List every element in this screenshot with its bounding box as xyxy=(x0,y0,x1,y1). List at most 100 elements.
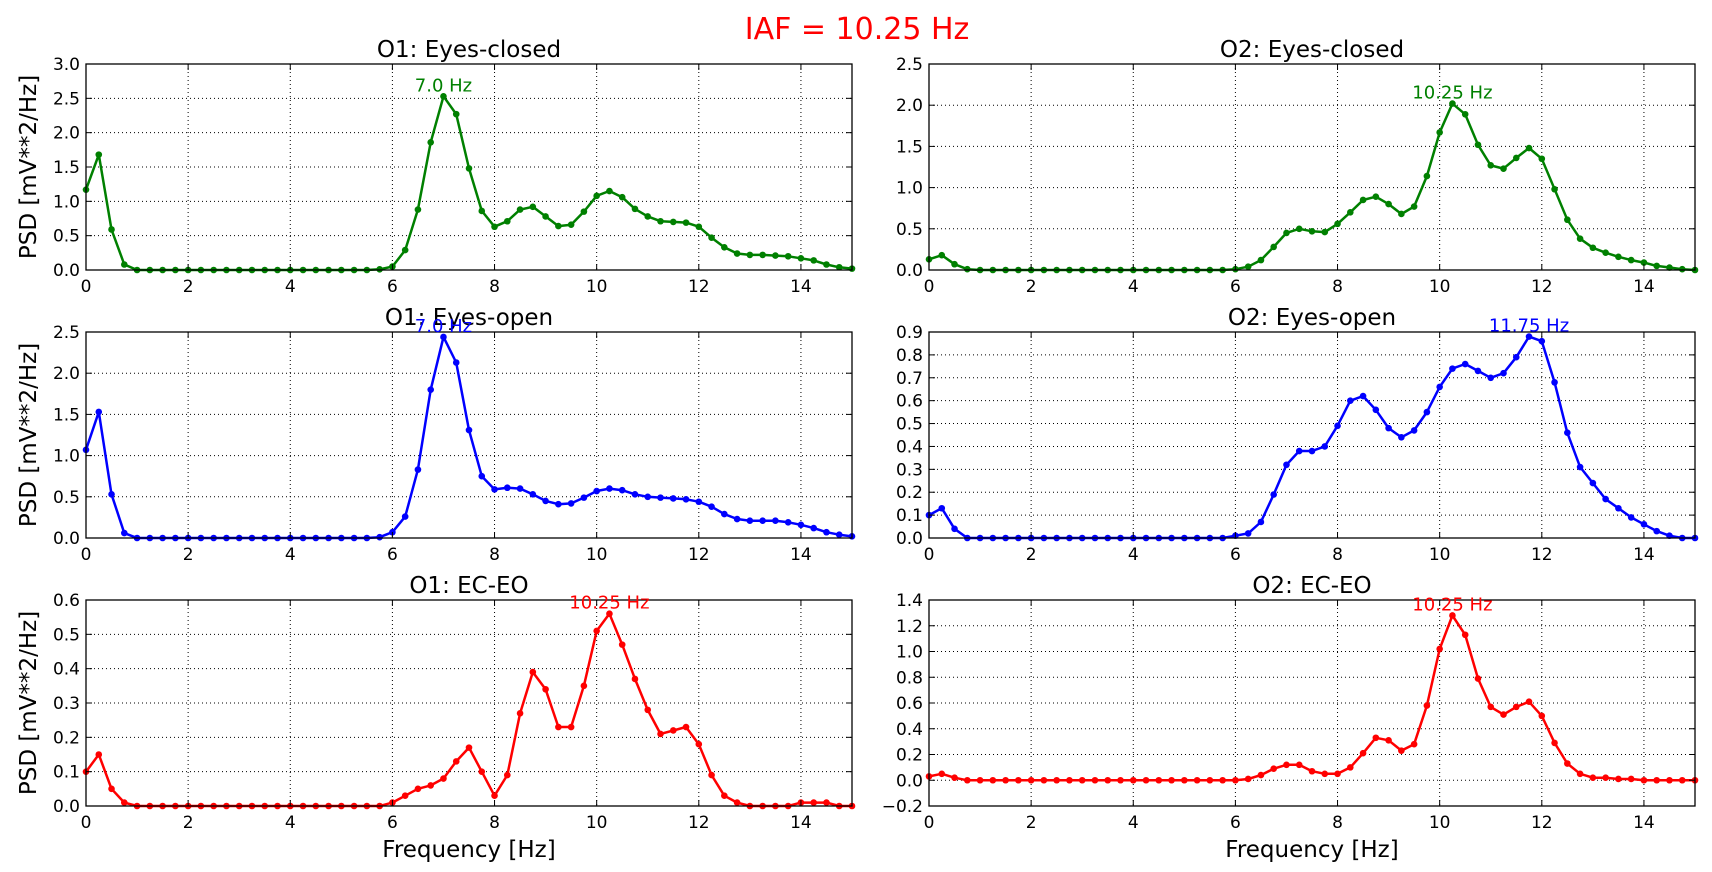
data-point xyxy=(1283,229,1290,237)
x-tick-label: 14 xyxy=(790,813,812,833)
data-point xyxy=(1666,776,1673,784)
data-point xyxy=(121,261,128,268)
x-tick-label: 10 xyxy=(586,545,608,565)
x-tick-label: 2 xyxy=(1026,277,1037,297)
data-point xyxy=(1551,739,1558,747)
data-point xyxy=(1564,429,1571,437)
data-point xyxy=(1525,333,1533,340)
chart-panel-1: 0 2 4 6 8 10 12 14 0.0 0.5 1.0 1.5 2.0 2.5 3.0 O1: Eyes… xyxy=(16,37,856,297)
data-point xyxy=(555,500,562,508)
data-point xyxy=(452,110,460,118)
data-point xyxy=(1091,776,1099,784)
data-point xyxy=(516,485,524,492)
y-tick-label: 0.5 xyxy=(53,488,80,508)
data-point xyxy=(1155,776,1163,784)
data-point xyxy=(1270,491,1277,498)
data-point xyxy=(1602,774,1609,781)
x-tick-label: 2 xyxy=(183,813,194,833)
y-tick-label: 0.3 xyxy=(896,460,923,480)
data-point xyxy=(1615,775,1622,783)
x-tick-label: 14 xyxy=(1633,545,1655,565)
data-point xyxy=(1627,514,1635,521)
y-tick-label: 0.4 xyxy=(896,720,923,740)
data-point xyxy=(657,730,664,738)
x-tick-label: 12 xyxy=(1531,813,1553,833)
data-point xyxy=(452,758,460,765)
data-point xyxy=(631,675,639,683)
data-point xyxy=(1359,749,1367,757)
data-point xyxy=(1257,771,1265,779)
data-point xyxy=(823,528,830,536)
data-point xyxy=(1078,776,1086,784)
data-point xyxy=(1359,196,1367,204)
y-tick-label: 0.6 xyxy=(896,392,923,412)
x-tick-label: 0 xyxy=(924,813,935,833)
data-point xyxy=(504,484,511,492)
data-point xyxy=(1168,776,1175,784)
data-point xyxy=(1500,711,1507,718)
data-point xyxy=(1270,765,1277,772)
y-tick-label: 0.4 xyxy=(53,660,80,680)
y-tick-label: 0.5 xyxy=(53,625,80,645)
axes-frame xyxy=(85,331,853,539)
data-point xyxy=(95,751,103,758)
data-point xyxy=(618,193,626,201)
data-point xyxy=(465,426,473,434)
y-tick-label: 0.0 xyxy=(896,529,923,549)
y-tick-label: 1.5 xyxy=(53,158,80,178)
x-tick-label: 4 xyxy=(285,277,296,297)
x-tick-label: 2 xyxy=(183,277,194,297)
y-tick-label: −0.2 xyxy=(882,797,923,817)
data-point xyxy=(976,776,984,784)
x-tick-label: 4 xyxy=(1128,813,1139,833)
y-tick-label: 0.0 xyxy=(53,797,80,817)
data-point xyxy=(580,494,588,501)
data-point xyxy=(1538,712,1546,720)
data-point xyxy=(772,517,779,524)
y-tick-label: 2.5 xyxy=(53,323,80,343)
x-tick-label: 14 xyxy=(1633,277,1655,297)
data-point xyxy=(669,495,677,502)
data-point xyxy=(593,192,600,200)
x-tick-label: 12 xyxy=(1531,277,1553,297)
data-point xyxy=(529,203,537,211)
data-point xyxy=(452,359,460,366)
data-point xyxy=(797,255,805,262)
x-tick-label: 0 xyxy=(81,277,92,297)
data-point xyxy=(440,333,447,341)
data-point xyxy=(1615,504,1622,512)
data-point xyxy=(938,770,946,778)
data-point xyxy=(542,685,549,693)
data-point xyxy=(1295,447,1303,455)
data-point xyxy=(1423,408,1431,416)
data-point xyxy=(1602,495,1609,503)
y-tick-label: 0.0 xyxy=(896,771,923,791)
data-point xyxy=(1410,740,1418,748)
data-point xyxy=(618,641,626,648)
data-point xyxy=(1602,249,1609,256)
chart-panel-3: 0 2 4 6 8 10 12 14 0.0 0.5 1.0 1.5 2.0 2.5 O1: Eyes-op… xyxy=(16,305,856,565)
data-point xyxy=(401,792,409,799)
data-point xyxy=(593,627,600,635)
data-point xyxy=(1398,433,1405,441)
data-point xyxy=(695,740,703,748)
data-point xyxy=(465,744,473,751)
data-point xyxy=(1449,100,1456,107)
data-point xyxy=(784,519,792,526)
data-point xyxy=(695,223,703,231)
data-point xyxy=(1244,775,1252,783)
data-point xyxy=(1436,383,1443,391)
data-point xyxy=(427,782,435,789)
data-point xyxy=(1538,337,1546,345)
data-point xyxy=(1538,155,1546,163)
data-point xyxy=(1436,645,1443,653)
data-point xyxy=(516,710,524,717)
data-point xyxy=(618,486,626,494)
data-point xyxy=(695,498,703,506)
y-tick-label: 0.3 xyxy=(53,694,80,714)
data-point xyxy=(733,250,741,257)
panel-title: O2: Eyes-closed xyxy=(1220,37,1404,63)
data-point xyxy=(1474,367,1482,375)
data-point xyxy=(542,213,549,220)
x-tick-label: 12 xyxy=(688,277,710,297)
